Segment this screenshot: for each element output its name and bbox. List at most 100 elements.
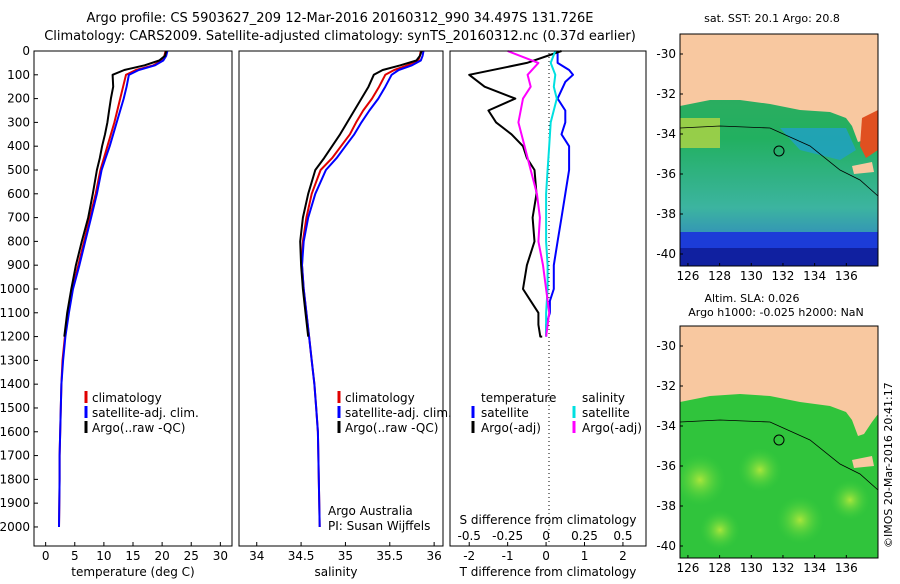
y-tick-label: 1300 bbox=[0, 353, 30, 367]
legend-title-salinity: salinity bbox=[582, 391, 625, 405]
x-tick-label: 30 bbox=[213, 549, 228, 563]
y-tick-label: -36 bbox=[656, 459, 676, 473]
x-tick-label: 132 bbox=[772, 269, 795, 283]
legend-satellite: satellite-adj. clim. bbox=[345, 406, 452, 420]
x-tick-label: 128 bbox=[708, 269, 731, 283]
x-tick-label: 130 bbox=[740, 269, 763, 283]
top-tick-label: 0.25 bbox=[571, 529, 598, 543]
y-tick-label: 1400 bbox=[0, 377, 30, 391]
salinity-panel: 34 34.5 35 35.5 36 climatology satellite-adj… bbox=[238, 50, 452, 579]
x-tick-label: 36 bbox=[426, 549, 441, 563]
y-tick-label: -38 bbox=[656, 207, 676, 221]
y-tick-label: 2000 bbox=[0, 520, 30, 534]
title-line-2: Climatology: CARS2009. Satellite-adjuste… bbox=[44, 29, 636, 44]
annotation-argo-australia: Argo Australia bbox=[328, 504, 413, 518]
x-tick-label: 134 bbox=[803, 561, 826, 575]
legend-salinity-satellite: satellite bbox=[582, 406, 630, 420]
sla-map-panel: Altim. SLA: 0.026 Argo h1000: -0.025 h20… bbox=[656, 292, 879, 575]
difference-lines bbox=[468, 50, 574, 338]
difference-axis-ticks: -2 -1 0 1 2 -0.5 -0.25 0 0.25 0.5 bbox=[458, 529, 633, 563]
x-tick-label: 34.5 bbox=[288, 549, 315, 563]
temperature-panel: 0 5 10 15 20 25 300100200300400500600700800900… bbox=[0, 44, 233, 579]
y-tick-label: 700 bbox=[7, 211, 30, 225]
legend-argo: Argo(..raw -QC) bbox=[345, 421, 438, 435]
sla-island bbox=[852, 456, 874, 468]
salinity-frame bbox=[238, 50, 444, 547]
x-tick-label: -2 bbox=[463, 549, 475, 563]
sla-anomaly bbox=[700, 510, 740, 550]
legend-argo: Argo(..raw -QC) bbox=[92, 421, 185, 435]
temperature-xlabel: temperature (deg C) bbox=[71, 565, 194, 579]
y-tick-label: -34 bbox=[656, 419, 676, 433]
sla-anomaly bbox=[738, 448, 782, 492]
x-tick-label: 0 bbox=[42, 549, 50, 563]
x-tick-label: 20 bbox=[154, 549, 169, 563]
y-tick-label: 900 bbox=[7, 258, 30, 272]
y-tick-label: 600 bbox=[7, 187, 30, 201]
x-tick-label: 35.5 bbox=[376, 549, 403, 563]
y-tick-label: 0 bbox=[22, 44, 30, 58]
sst-land bbox=[680, 34, 878, 142]
series-line-argo bbox=[299, 50, 423, 337]
x-tick-label: 10 bbox=[96, 549, 111, 563]
y-tick-label: 400 bbox=[7, 139, 30, 153]
top-tick-label: -0.25 bbox=[492, 529, 523, 543]
temperature-legend: climatology satellite-adj. clim. Argo(..… bbox=[84, 391, 199, 435]
y-tick-label: 1100 bbox=[0, 306, 30, 320]
annotation-pi: PI: Susan Wijffels bbox=[328, 519, 430, 533]
sst-map-title: sat. SST: 20.1 Argo: 20.8 bbox=[704, 12, 840, 25]
salinity-axis-ticks: 34 34.5 35 35.5 36 bbox=[249, 542, 442, 563]
x-tick-label: 0 bbox=[542, 549, 550, 563]
legend-climatology: climatology bbox=[92, 391, 162, 405]
float-position-marker bbox=[773, 434, 785, 446]
x-tick-label: 35 bbox=[338, 549, 353, 563]
y-tick-label: 1800 bbox=[0, 472, 30, 486]
temperature-lines bbox=[58, 50, 169, 528]
x-tick-label: 136 bbox=[835, 269, 858, 283]
sst-map-frame bbox=[679, 33, 879, 267]
series-line-satellite bbox=[301, 50, 425, 528]
title-line-1: Argo profile: CS 5903627_209 12-Mar-2016… bbox=[86, 11, 593, 26]
y-tick-label: 500 bbox=[7, 163, 30, 177]
sla-shelf-contour bbox=[680, 419, 878, 491]
difference-xlabel: T difference from climatology bbox=[459, 565, 637, 579]
y-tick-label: -30 bbox=[656, 47, 676, 61]
sst-band-deep bbox=[680, 248, 878, 266]
salinity-lines bbox=[299, 50, 425, 528]
legend-temperature-argo: Argo(-adj) bbox=[481, 421, 541, 435]
series-line-temperature-argo bbox=[468, 50, 562, 338]
temperature-axis-ticks: 0 5 10 15 20 25 300100200300400500600700800900… bbox=[0, 44, 228, 563]
difference-panel: -2 -1 0 1 2 -0.5 -0.25 0 0.25 0.5 temperature sal… bbox=[449, 50, 647, 579]
y-tick-label: -34 bbox=[656, 127, 676, 141]
x-tick-label: 34 bbox=[249, 549, 264, 563]
series-line-argo bbox=[63, 50, 168, 337]
top-tick-label: 0 bbox=[542, 529, 550, 543]
series-line-salinity-satellite bbox=[545, 50, 558, 337]
legend-title-temperature: temperature bbox=[481, 391, 556, 405]
float-position-marker bbox=[773, 145, 785, 157]
x-tick-label: 25 bbox=[184, 549, 199, 563]
y-tick-label: -38 bbox=[656, 499, 676, 513]
series-line-temperature-satellite bbox=[545, 51, 574, 337]
y-tick-label: 800 bbox=[7, 234, 30, 248]
y-tick-label: 1000 bbox=[0, 282, 30, 296]
x-tick-label: -1 bbox=[502, 549, 514, 563]
series-line-satellite bbox=[58, 50, 169, 528]
y-tick-label: 1200 bbox=[0, 330, 30, 344]
temperature-frame bbox=[33, 50, 233, 547]
sst-warm-patch bbox=[680, 118, 720, 148]
sst-map-ticks: 126 128 130 132 134 136 -30 -32 -34 -36 -38 -40 bbox=[656, 47, 857, 283]
x-tick-label: 126 bbox=[676, 269, 699, 283]
sla-anomaly bbox=[776, 496, 824, 544]
difference-frame bbox=[449, 50, 647, 547]
x-tick-label: 130 bbox=[740, 561, 763, 575]
x-tick-label: 2 bbox=[619, 549, 627, 563]
legend-satellite: satellite-adj. clim. bbox=[92, 406, 199, 420]
y-tick-label: 200 bbox=[7, 92, 30, 106]
x-tick-label: 15 bbox=[125, 549, 140, 563]
x-tick-label: 136 bbox=[835, 561, 858, 575]
x-tick-label: 126 bbox=[676, 561, 699, 575]
salinity-xlabel: salinity bbox=[314, 565, 357, 579]
legend-temperature-satellite: satellite bbox=[481, 406, 529, 420]
x-tick-label: 134 bbox=[803, 269, 826, 283]
